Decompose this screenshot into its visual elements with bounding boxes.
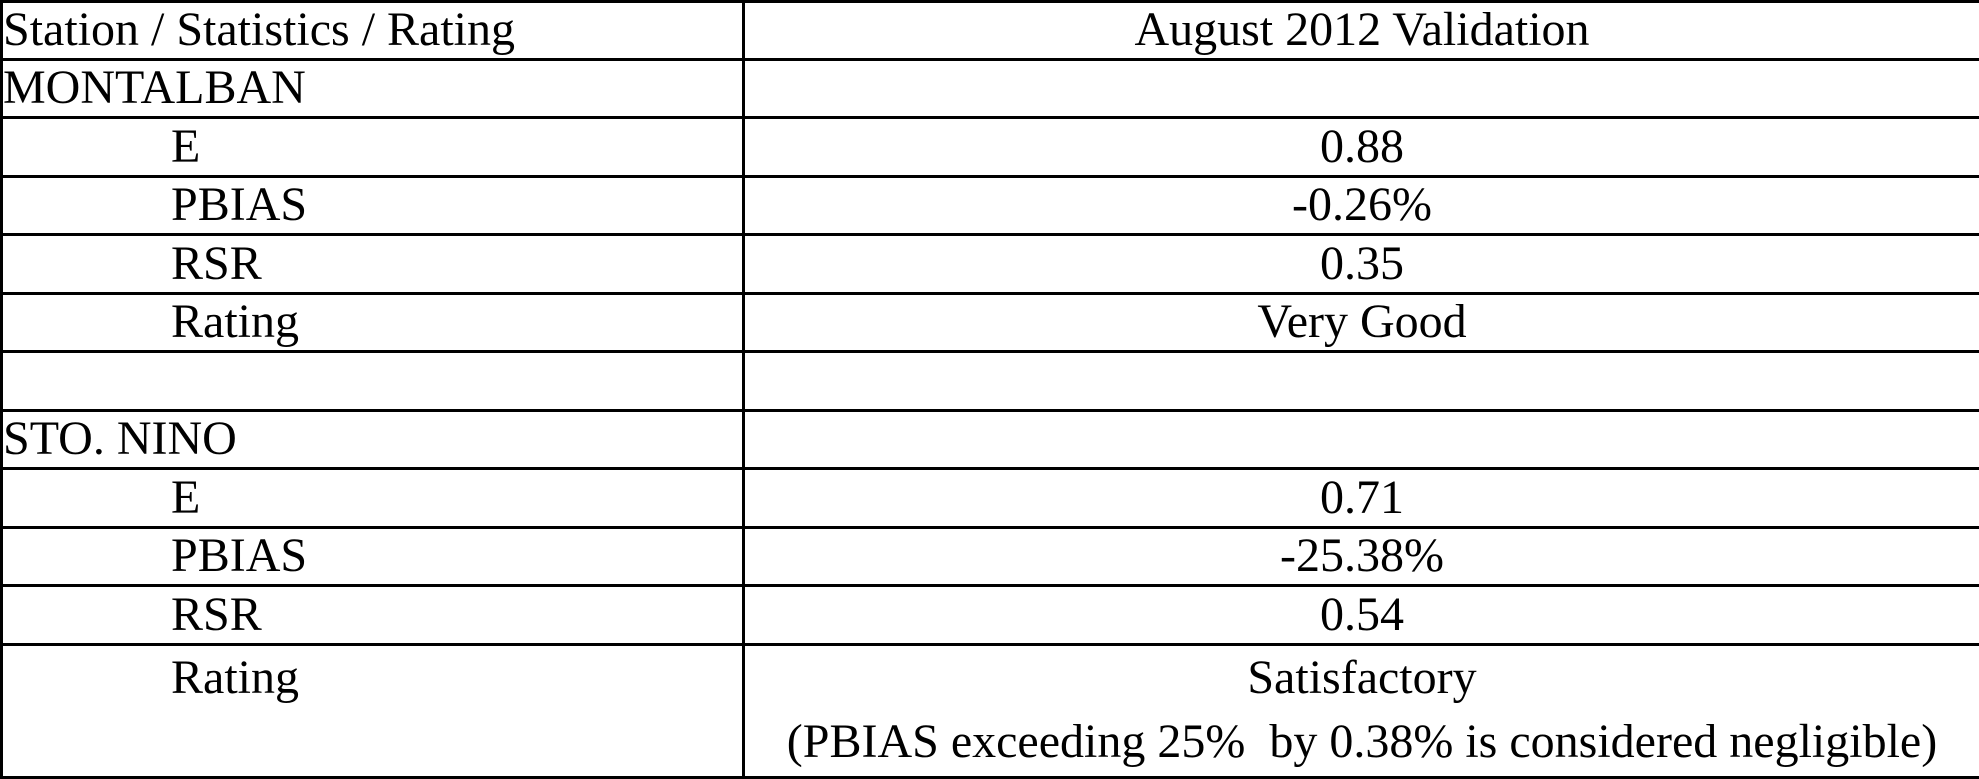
table-row-spacer	[0, 350, 1979, 412]
table-row-montalban-rsr: RSR 0.35	[0, 233, 1979, 295]
table-row-sto-nino-pbias: PBIAS -25.38%	[0, 525, 1979, 588]
stat-value-cell: 0.35	[742, 233, 1979, 295]
table-row-montalban-pbias: PBIAS -0.26%	[0, 174, 1979, 237]
stat-value: 0.54	[1320, 587, 1404, 641]
stat-label: E	[171, 470, 201, 524]
stat-label-cell: RSR	[0, 233, 745, 295]
stat-value-cell: 0.54	[742, 584, 1979, 646]
station-empty-value-cell	[742, 408, 1979, 471]
rating-note: (PBIAS exceeding 25% by 0.38% is conside…	[786, 714, 1938, 768]
rating-value: Satisfactory	[1247, 650, 1477, 704]
table-row-montalban-rating: Rating Very Good	[0, 291, 1979, 354]
stat-label: Rating	[171, 650, 299, 704]
station-name-cell: MONTALBAN	[0, 57, 745, 120]
stat-value: Very Good	[1257, 295, 1467, 349]
stat-label: PBIAS	[171, 178, 308, 232]
stat-value: -0.26%	[1292, 178, 1432, 232]
table-row-station-sto-nino: STO. NINO	[0, 408, 1979, 471]
stat-value-cell: 0.71	[742, 467, 1979, 529]
station-empty-value-cell	[742, 57, 1979, 120]
stat-label-cell: Rating	[0, 642, 745, 779]
table-row-montalban-e: E 0.88	[0, 116, 1979, 178]
stat-label-cell: RSR	[0, 584, 745, 646]
stat-value-cell: Satisfactory (PBIAS exceeding 25% by 0.3…	[742, 642, 1979, 779]
header-station-statistics-rating-label: Station / Statistics / Rating	[3, 3, 516, 57]
stat-value: -25.38%	[1280, 529, 1444, 583]
stat-label: PBIAS	[171, 529, 308, 583]
spacer-label-cell	[0, 350, 745, 412]
stat-label: RSR	[171, 236, 262, 290]
stat-label-cell: PBIAS	[0, 174, 745, 237]
stat-value: 0.35	[1320, 236, 1404, 290]
station-name-cell: STO. NINO	[0, 408, 745, 471]
header-station-statistics-rating-cell: Station / Statistics / Rating	[0, 0, 745, 61]
table-row-sto-nino-e: E 0.71	[0, 467, 1979, 529]
stat-value-cell: Very Good	[742, 291, 1979, 354]
stat-label: RSR	[171, 587, 262, 641]
stat-label-cell: E	[0, 116, 745, 178]
header-august-2012-validation-cell: August 2012 Validation	[742, 0, 1979, 61]
table-header-row: Station / Statistics / Rating August 201…	[0, 0, 1979, 61]
stat-value-cell: -25.38%	[742, 525, 1979, 588]
table-row-sto-nino-rsr: RSR 0.54	[0, 584, 1979, 646]
stat-label-cell: E	[0, 467, 745, 529]
stat-value: 0.88	[1320, 119, 1404, 173]
stat-label: Rating	[171, 295, 299, 349]
station-name-label: STO. NINO	[3, 412, 237, 466]
stat-label: E	[171, 119, 201, 173]
stat-value: 0.71	[1320, 470, 1404, 524]
header-august-2012-validation-label: August 2012 Validation	[1134, 3, 1590, 57]
spacer-value-cell	[742, 350, 1979, 412]
table-row-station-montalban: MONTALBAN	[0, 57, 1979, 120]
table-row-sto-nino-rating: Rating Satisfactory (PBIAS exceeding 25%…	[0, 642, 1979, 779]
stat-value-cell: 0.88	[742, 116, 1979, 178]
stat-value-cell: -0.26%	[742, 174, 1979, 237]
stat-label-cell: PBIAS	[0, 525, 745, 588]
station-name-label: MONTALBAN	[3, 61, 306, 115]
stat-label-cell: Rating	[0, 291, 745, 354]
